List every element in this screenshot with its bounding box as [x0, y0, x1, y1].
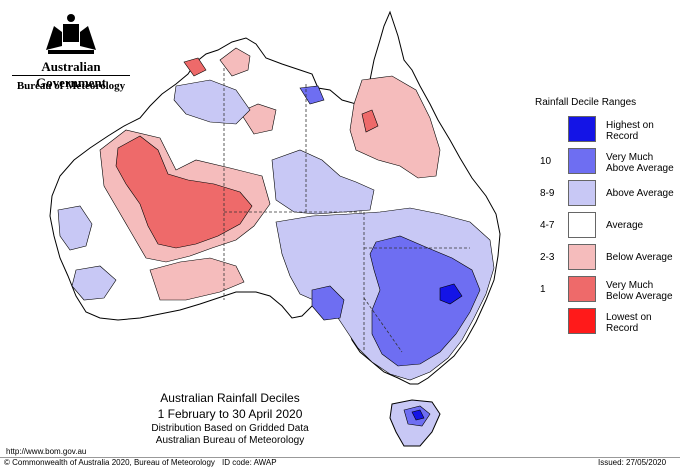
legend-swatch-very-much-below	[568, 276, 596, 302]
legend-code-very-much-above: 10	[540, 156, 552, 167]
legend-label-lowest-line1: Lowest on	[606, 312, 652, 323]
state-borders	[223, 68, 470, 353]
legend-label-average: Average	[606, 220, 644, 231]
map-date-range: 1 February to 30 April 2020	[157, 407, 303, 421]
header-divider	[12, 75, 130, 76]
legend-swatch-lowest	[568, 308, 596, 334]
legend-label-very-much-below-line2: Below Average	[606, 291, 673, 302]
very-much-above-average-se	[369, 235, 481, 367]
legend-code-below: 2-3	[540, 252, 555, 263]
legend-label-highest: Highest on Record	[606, 120, 678, 142]
footer-divider	[0, 457, 680, 458]
above-average-central	[271, 149, 375, 215]
legend-label-lowest-line2: Record	[606, 323, 639, 334]
legend-swatch-above	[568, 180, 596, 206]
below-average-qld	[349, 75, 441, 179]
very-much-below-average-kimberley	[183, 57, 207, 77]
map-source: Australian Bureau of Meteorology	[155, 435, 305, 446]
legend-label-very-much-below: Very Much Below Average	[606, 280, 678, 302]
footer-id-code: ID code: AWAP	[222, 458, 277, 467]
legend-label-very-much-above-line1: Very Much	[606, 152, 654, 163]
legend-code-above: 8-9	[540, 188, 555, 199]
legend-label-lowest: Lowest on Record	[606, 312, 678, 334]
legend-swatch-average	[568, 212, 596, 238]
very-much-below-average-qld	[361, 109, 379, 133]
map-title: Australian Rainfall Deciles	[160, 391, 300, 405]
legend-title: Rainfall Decile Ranges	[535, 97, 637, 108]
legend-label-very-much-below-line1: Very Much	[606, 280, 654, 291]
footer-issued-date: Issued: 27/05/2020	[598, 458, 667, 467]
legend-label-very-much-above: Very Much Above Average	[606, 152, 678, 174]
legend-label-below: Below Average	[606, 252, 673, 263]
tasmania-highest	[411, 409, 425, 421]
legend-label-very-much-above-line2: Above Average	[606, 163, 674, 174]
coat-of-arms-logo	[46, 14, 96, 54]
very-much-above-average-sa	[311, 285, 345, 321]
below-average-sa	[149, 257, 245, 301]
bom-url-link[interactable]: http://www.bom.gov.au	[6, 447, 87, 456]
footer-copyright: © Commonwealth of Australia 2020, Bureau…	[4, 458, 215, 467]
very-much-below-average-wa	[115, 135, 253, 249]
legend-swatch-very-much-above	[568, 148, 596, 174]
below-average-kimberley	[219, 47, 251, 77]
legend-code-average: 4-7	[540, 220, 555, 231]
map-method: Distribution Based on Gridded Data	[151, 423, 309, 434]
legend-swatch-below	[568, 244, 596, 270]
bureau-title: Bureau of Meteorology	[16, 80, 126, 92]
highest-on-record-nsw	[439, 283, 463, 305]
above-average-wa-coast	[57, 205, 93, 251]
government-title: Australian Government	[35, 59, 107, 90]
legend-code-very-much-below: 1	[540, 284, 546, 295]
legend-label-above: Above Average	[606, 188, 674, 199]
below-average-nt	[239, 103, 277, 135]
legend-label-highest-line2: Record	[606, 131, 639, 142]
above-average-wa-south	[71, 265, 117, 301]
legend-label-highest-line1: Highest on	[606, 120, 654, 131]
legend-swatch-highest	[568, 116, 596, 142]
above-average-nt-top	[173, 79, 251, 125]
